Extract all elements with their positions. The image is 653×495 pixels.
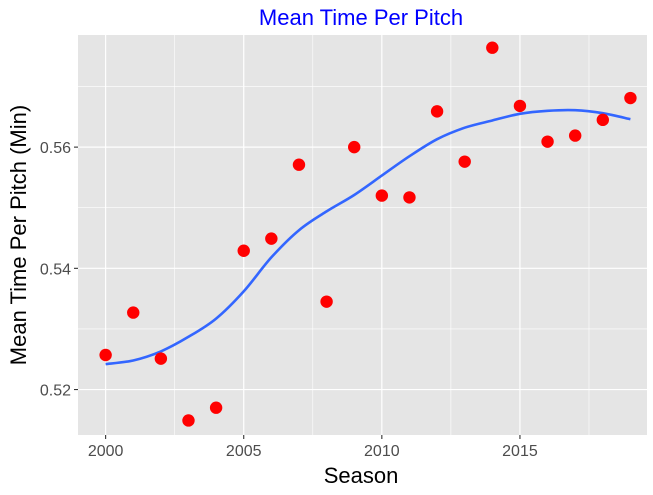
points-layer bbox=[99, 41, 637, 427]
y-tick-label: 0.56 bbox=[40, 140, 71, 157]
data-point bbox=[596, 113, 610, 127]
data-point bbox=[154, 352, 168, 365]
data-point bbox=[320, 295, 333, 308]
data-point bbox=[403, 191, 416, 204]
smooth-trend-line bbox=[105, 108, 631, 366]
y-tick-label: 0.54 bbox=[40, 261, 71, 278]
y-tick-label: 0.52 bbox=[40, 383, 71, 400]
x-axis: 2000 2005 2010 2015 bbox=[88, 435, 538, 460]
data-point bbox=[568, 129, 582, 142]
data-point bbox=[430, 105, 444, 118]
x-tick-label: 2010 bbox=[364, 443, 400, 460]
data-point bbox=[486, 41, 499, 54]
data-point bbox=[541, 135, 554, 148]
x-tick-label: 2005 bbox=[226, 443, 262, 460]
y-axis: 0.52 0.54 0.56 bbox=[40, 140, 78, 400]
x-tick-label: 2015 bbox=[502, 443, 538, 460]
data-point bbox=[375, 189, 389, 202]
data-point bbox=[458, 155, 471, 168]
data-point bbox=[265, 232, 278, 245]
data-point bbox=[348, 140, 361, 154]
data-point bbox=[624, 91, 637, 105]
data-point bbox=[237, 244, 250, 257]
data-point bbox=[513, 99, 527, 113]
chart-title: Mean Time Per Pitch bbox=[259, 5, 463, 30]
trend-line-layer bbox=[105, 108, 631, 366]
y-axis-title: Mean Time Per Pitch (Min) bbox=[6, 105, 31, 365]
data-point bbox=[99, 348, 112, 362]
plot-panel bbox=[78, 35, 647, 435]
data-point bbox=[209, 401, 223, 414]
data-point bbox=[292, 158, 306, 171]
x-tick-label: 2000 bbox=[88, 443, 124, 460]
data-point bbox=[182, 414, 195, 427]
x-axis-title: Season bbox=[324, 463, 399, 488]
data-point bbox=[127, 306, 140, 319]
